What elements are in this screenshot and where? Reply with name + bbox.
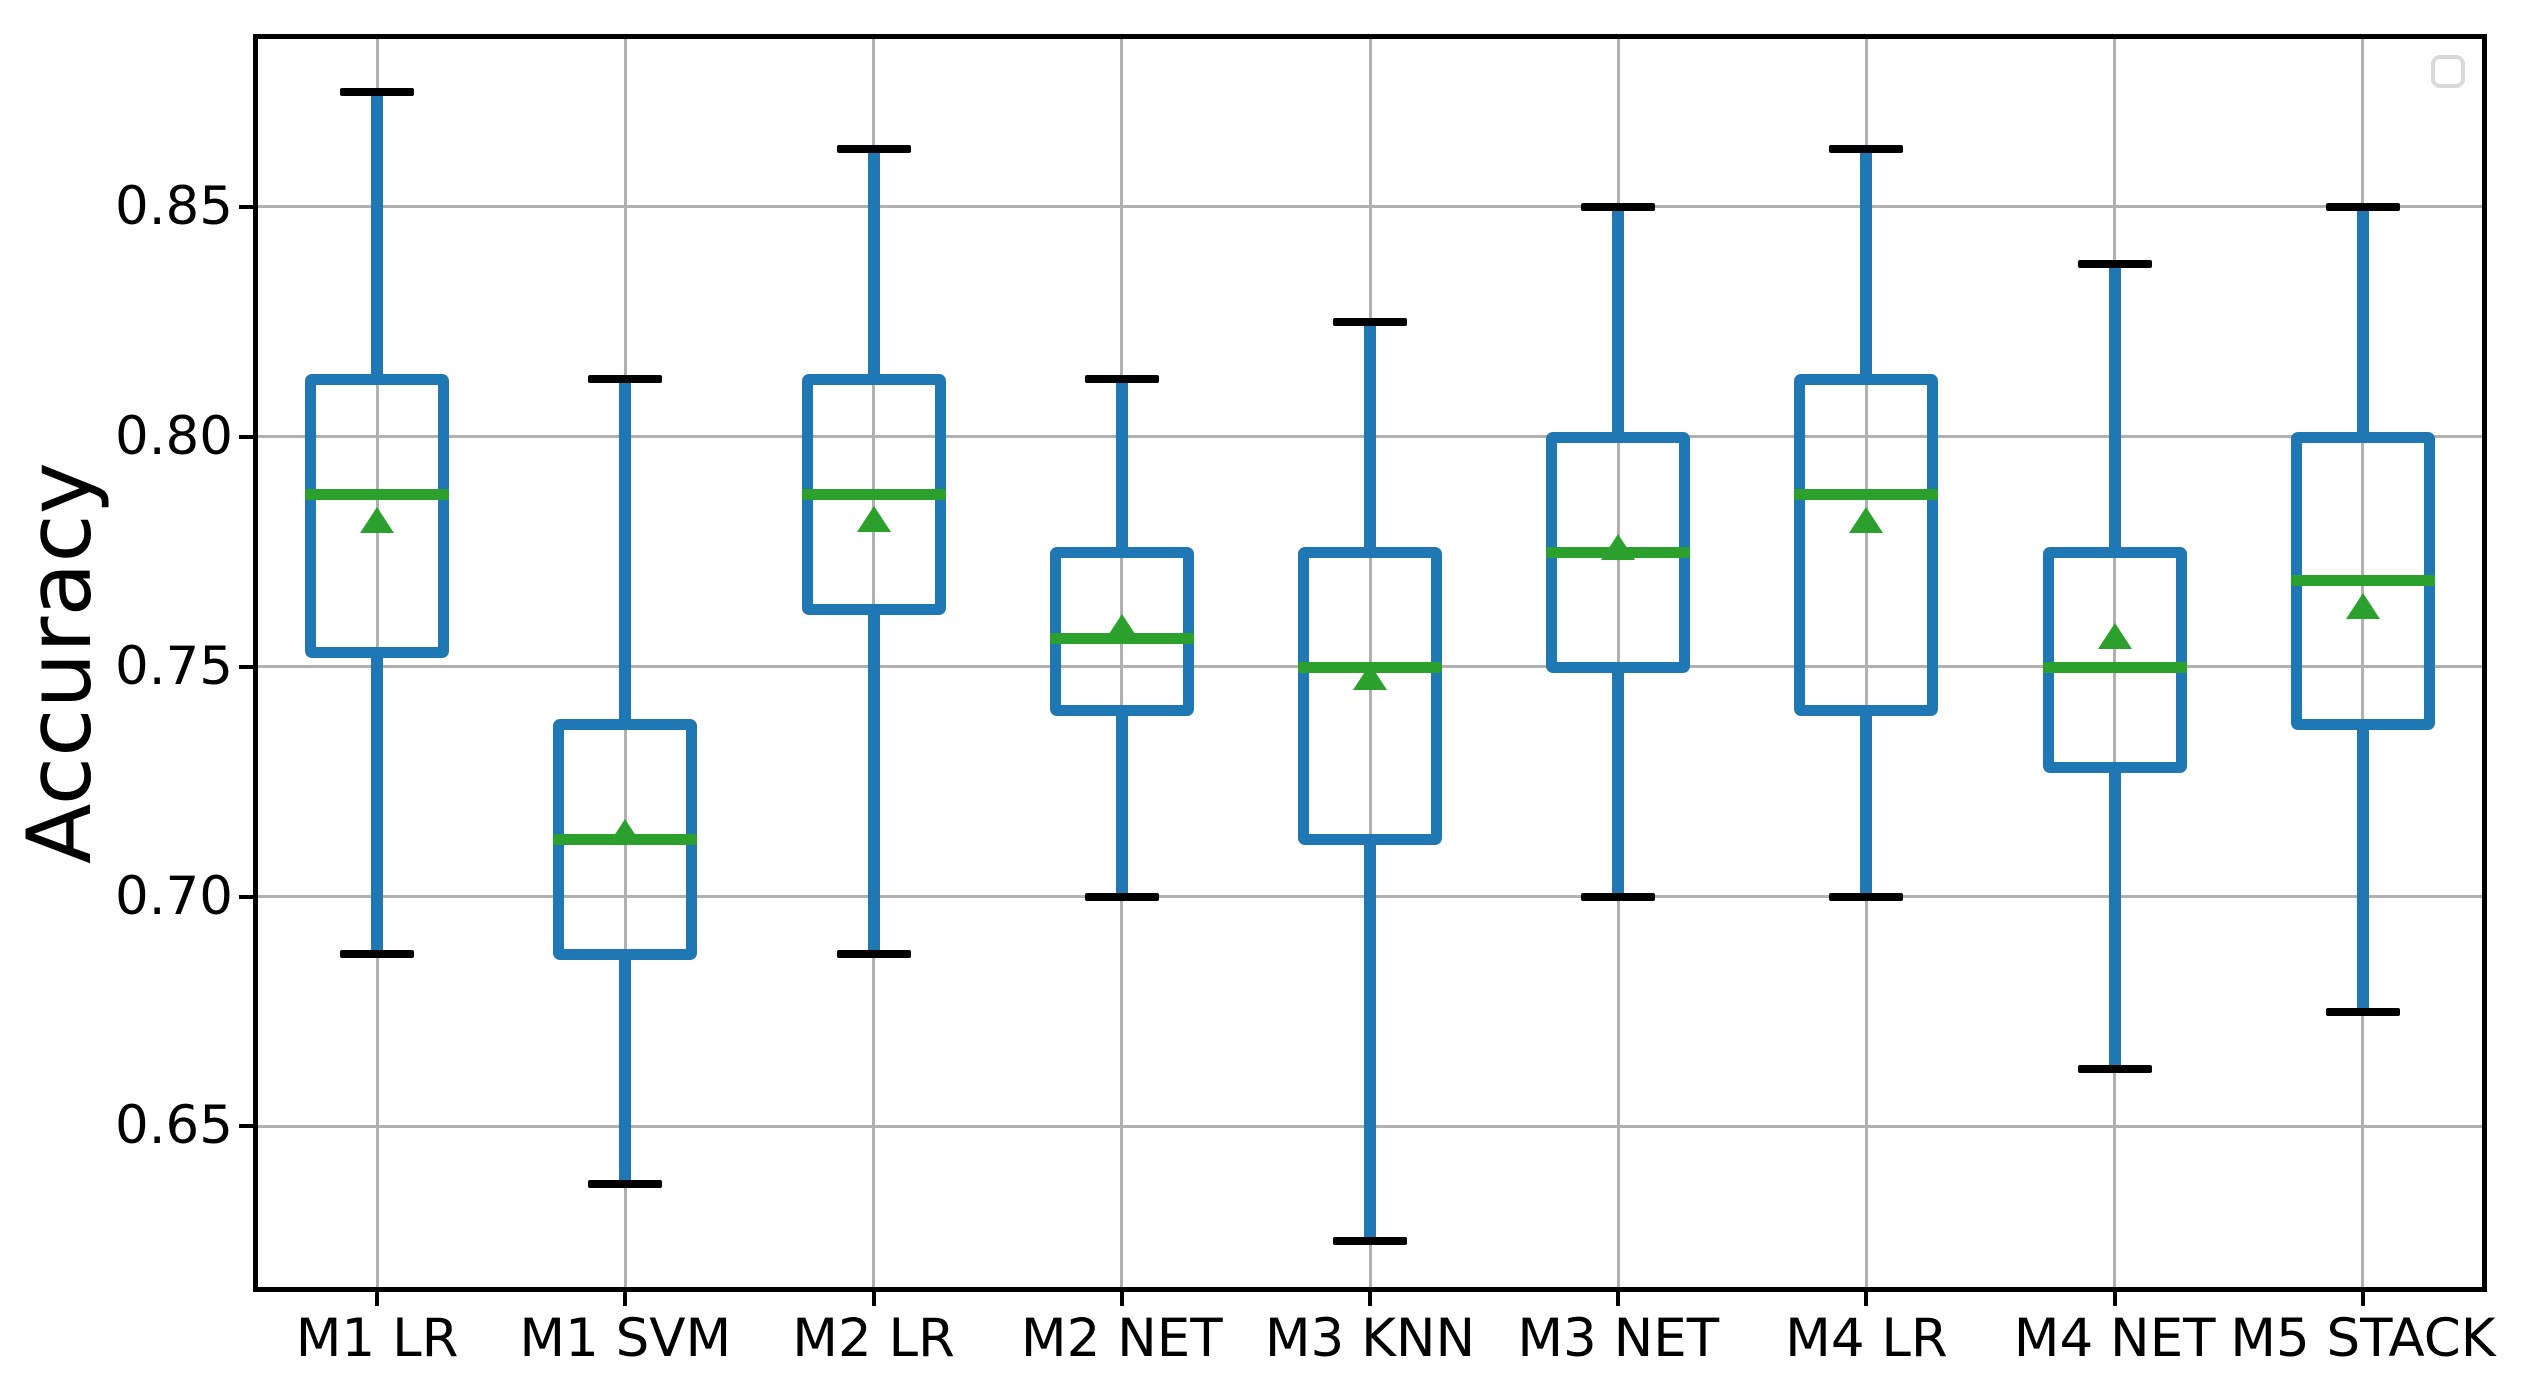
iqr-box — [1794, 374, 1939, 716]
whisker-cap-bottom — [1084, 892, 1159, 901]
x-tick-mark — [1616, 1292, 1621, 1306]
v-gridline — [2361, 34, 2365, 1292]
x-tick-mark — [1864, 1292, 1869, 1306]
x-tick-mark — [623, 1292, 628, 1306]
upper-whisker — [1115, 379, 1128, 552]
y-tick-mark — [239, 664, 253, 669]
iqr-box — [2042, 546, 2187, 774]
whisker-cap-top — [1333, 317, 1407, 326]
x-tick-label: M4 NET — [2013, 1308, 2216, 1369]
whisker-cap-top — [1084, 375, 1159, 384]
median-line — [1794, 489, 1939, 501]
median-line — [801, 489, 946, 501]
lower-whisker — [2108, 767, 2121, 1069]
mean-triangle-marker — [856, 505, 891, 532]
upper-whisker — [1364, 321, 1376, 552]
upper-whisker — [1612, 206, 1625, 437]
whisker-cap-bottom — [2325, 1007, 2400, 1016]
v-gridline — [1864, 34, 1868, 1292]
mean-triangle-marker — [1104, 614, 1139, 641]
median-line — [305, 489, 450, 501]
whisker-cap-bottom — [2077, 1064, 2152, 1073]
x-tick-label: M1 SVM — [519, 1308, 732, 1369]
x-tick-mark — [1119, 1292, 1124, 1306]
median-line — [2290, 575, 2435, 587]
lower-whisker — [2356, 724, 2369, 1012]
x-tick-label: M3 NET — [1517, 1308, 1720, 1369]
mean-triangle-marker — [1849, 506, 1884, 533]
mean-triangle-marker — [1601, 533, 1636, 560]
iqr-box — [305, 374, 450, 659]
x-tick-label: M3 KNN — [1264, 1308, 1476, 1369]
x-tick-label: M5 STACK — [2230, 1308, 2496, 1369]
x-tick-label: M1 LR — [295, 1308, 459, 1369]
iqr-box — [1298, 546, 1442, 846]
lower-whisker — [1612, 666, 1625, 897]
x-tick-mark — [2112, 1292, 2117, 1306]
lower-whisker — [1860, 709, 1873, 897]
lower-whisker — [371, 652, 384, 955]
whisker-cap-top — [2077, 260, 2152, 269]
whisker-cap-bottom — [340, 950, 415, 959]
x-tick-mark — [2360, 1292, 2365, 1306]
whisker-cap-top — [836, 145, 911, 154]
whisker-cap-top — [2325, 202, 2400, 211]
v-gridline — [1120, 34, 1124, 1292]
whisker-cap-bottom — [588, 1179, 663, 1188]
x-tick-mark — [1368, 1292, 1372, 1306]
x-tick-mark — [375, 1292, 380, 1306]
median-line — [2042, 661, 2187, 673]
y-tick-mark — [239, 894, 253, 899]
iqr-box — [1049, 546, 1194, 716]
x-tick-mark — [871, 1292, 876, 1306]
upper-whisker — [1860, 149, 1873, 380]
lower-whisker — [867, 609, 880, 955]
upper-whisker — [2108, 264, 2121, 552]
whisker-cap-top — [340, 87, 415, 96]
y-tick-label: 0.65 — [114, 1095, 233, 1157]
mean-triangle-marker — [2097, 623, 2132, 650]
lower-whisker — [1364, 839, 1376, 1242]
mean-triangle-marker — [608, 818, 643, 845]
y-tick-mark — [239, 204, 253, 209]
upper-whisker — [371, 91, 384, 380]
lower-whisker — [1115, 709, 1128, 897]
mean-triangle-marker — [2345, 593, 2380, 620]
y-tick-label: 0.75 — [114, 635, 233, 697]
y-tick-label: 0.85 — [114, 175, 233, 237]
x-tick-label: M4 LR — [1785, 1308, 1948, 1369]
whisker-cap-top — [588, 375, 663, 384]
y-tick-mark — [239, 1124, 253, 1129]
whisker-cap-bottom — [1581, 892, 1656, 901]
x-tick-label: M2 NET — [1020, 1308, 1223, 1369]
upper-whisker — [2356, 206, 2369, 437]
whisker-cap-top — [1581, 202, 1656, 211]
mean-triangle-marker — [360, 507, 395, 533]
y-tick-mark — [239, 434, 253, 439]
legend-empty-box — [2431, 55, 2465, 88]
whisker-cap-top — [1829, 145, 1904, 154]
x-tick-label: M2 LR — [792, 1308, 955, 1369]
upper-whisker — [867, 149, 880, 380]
mean-triangle-marker — [1353, 663, 1387, 690]
upper-whisker — [619, 379, 632, 725]
whisker-cap-bottom — [836, 950, 911, 959]
y-tick-label: 0.80 — [114, 405, 233, 467]
y-tick-label: 0.70 — [114, 865, 233, 927]
whisker-cap-bottom — [1829, 892, 1904, 901]
lower-whisker — [619, 954, 632, 1184]
whisker-cap-bottom — [1333, 1237, 1407, 1246]
